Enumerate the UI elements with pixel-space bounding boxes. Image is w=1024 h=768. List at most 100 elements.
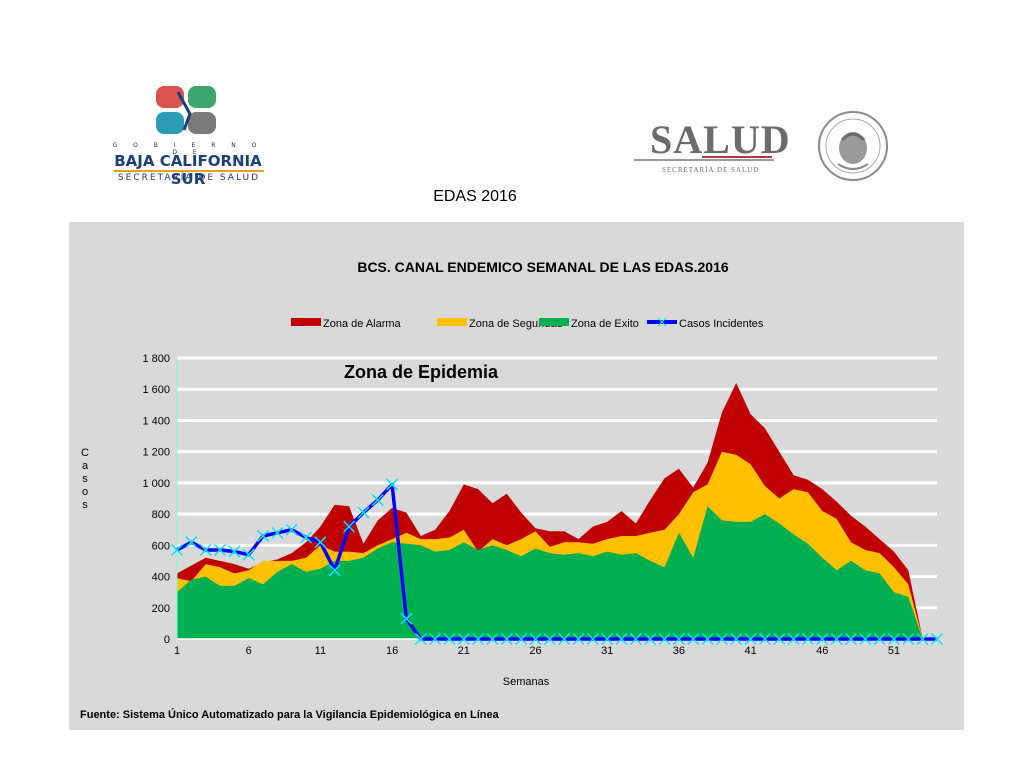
bcs-logo-subtitle: SECRETARÍA DE SALUD bbox=[114, 170, 264, 183]
marker-casos-incidentes bbox=[744, 632, 757, 646]
marker-casos-incidentes bbox=[500, 632, 513, 646]
y-tick-label: 1 000 bbox=[142, 478, 170, 490]
bcs-emblem-icon bbox=[156, 86, 216, 134]
x-axis-label: Semanas bbox=[503, 676, 550, 688]
salud-logo: SALUD SECRETARÍA DE SALUD bbox=[632, 104, 892, 194]
marker-casos-incidentes bbox=[615, 632, 628, 646]
marker-casos-incidentes bbox=[916, 632, 929, 646]
x-tick-label: 21 bbox=[458, 645, 470, 657]
marker-casos-incidentes bbox=[715, 632, 728, 646]
legend-label-3: Zona de Exito bbox=[571, 318, 639, 330]
salud-logo-rule bbox=[634, 159, 774, 161]
y-tick-label: 1 600 bbox=[142, 384, 170, 396]
bcs-government-logo: G O B I E R N O D E BAJA CALIFORNIA SUR … bbox=[108, 84, 268, 188]
marker-casos-incidentes bbox=[185, 536, 198, 549]
annotation-zona-epidemia: Zona de Epidemia bbox=[344, 362, 499, 382]
x-tick-label: 11 bbox=[315, 645, 326, 657]
marker-casos-incidentes bbox=[472, 632, 485, 646]
marker-casos-incidentes bbox=[213, 543, 227, 557]
x-tick-label: 36 bbox=[673, 645, 685, 657]
marker-casos-incidentes bbox=[830, 632, 843, 646]
mexico-seal-icon bbox=[818, 111, 888, 181]
area-zona-exito bbox=[177, 506, 937, 639]
marker-casos-incidentes bbox=[644, 632, 657, 646]
y-tick-label: 400 bbox=[152, 572, 170, 584]
marker-casos-incidentes bbox=[300, 531, 313, 544]
y-tick-label: 1 800 bbox=[142, 353, 170, 365]
x-tick-label: 26 bbox=[529, 645, 541, 657]
marker-casos-incidentes bbox=[787, 632, 800, 646]
marker-casos-incidentes bbox=[228, 545, 241, 558]
marker-casos-incidentes bbox=[844, 632, 857, 646]
y-tick-label: 600 bbox=[152, 540, 170, 552]
marker-casos-incidentes bbox=[816, 632, 829, 646]
marker-casos-incidentes bbox=[414, 632, 427, 646]
marker-casos-incidentes bbox=[242, 548, 255, 561]
y-tick-label: 0 bbox=[164, 634, 170, 646]
bcs-logo-name: BAJA CALIFORNIA SUR bbox=[114, 152, 262, 188]
marker-casos-incidentes bbox=[285, 523, 298, 536]
y-tick-label: 1 400 bbox=[142, 415, 170, 427]
edas-endemic-channel-chart: BCS. CANAL ENDEMICO SEMANAL DE LAS EDAS.… bbox=[81, 259, 944, 688]
x-tick-label: 31 bbox=[601, 645, 613, 657]
marker-casos-incidentes bbox=[328, 564, 341, 577]
x-tick-label: 51 bbox=[888, 645, 900, 657]
legend-label-1: Zona de Alarma bbox=[323, 318, 402, 330]
marker-casos-incidentes bbox=[902, 632, 915, 646]
marker-casos-incidentes bbox=[801, 632, 814, 646]
marker-casos-incidentes bbox=[586, 632, 599, 646]
legend-swatch-1 bbox=[291, 318, 321, 326]
x-tick-label: 6 bbox=[246, 645, 252, 657]
salud-logo-accent-rule bbox=[702, 156, 772, 158]
salud-logo-subtitle: SECRETARÍA DE SALUD bbox=[662, 166, 760, 174]
marker-casos-incidentes bbox=[543, 632, 556, 646]
legend-swatch-3 bbox=[539, 318, 569, 326]
x-tick-label: 46 bbox=[816, 645, 828, 657]
y-axis-label-letter: a bbox=[82, 460, 89, 472]
marker-casos-incidentes bbox=[257, 529, 270, 542]
chart-title: BCS. CANAL ENDEMICO SEMANAL DE LAS EDAS.… bbox=[357, 259, 729, 275]
marker-casos-incidentes bbox=[457, 632, 470, 646]
x-tick-label: 1 bbox=[174, 645, 180, 657]
legend-marker-casos bbox=[657, 317, 667, 327]
y-axis-label-letter: s bbox=[82, 499, 88, 511]
source-note: Fuente: Sistema Único Automatizado para … bbox=[80, 709, 499, 721]
marker-casos-incidentes bbox=[873, 632, 886, 646]
marker-casos-incidentes bbox=[314, 536, 327, 549]
chart-panel: BCS. CANAL ENDEMICO SEMANAL DE LAS EDAS.… bbox=[69, 222, 964, 730]
marker-casos-incidentes bbox=[529, 632, 542, 646]
x-tick-label: 41 bbox=[744, 645, 756, 657]
marker-casos-incidentes bbox=[170, 543, 184, 557]
marker-casos-incidentes bbox=[199, 543, 212, 557]
y-tick-label: 800 bbox=[152, 509, 170, 521]
bcs-logo-small-text: G O B I E R N O D E bbox=[112, 142, 264, 156]
marker-casos-incidentes bbox=[343, 520, 356, 533]
marker-casos-incidentes bbox=[558, 632, 571, 646]
legend-label-4: Casos Incidentes bbox=[679, 318, 764, 330]
marker-casos-incidentes bbox=[429, 632, 442, 646]
y-axis-label-letter: o bbox=[82, 486, 88, 498]
marker-casos-incidentes bbox=[486, 632, 499, 646]
y-tick-label: 1 200 bbox=[142, 447, 170, 459]
marker-casos-incidentes bbox=[672, 632, 685, 646]
marker-casos-incidentes bbox=[443, 632, 456, 646]
marker-casos-incidentes bbox=[572, 632, 585, 646]
marker-casos-incidentes bbox=[687, 632, 700, 646]
page-title: EDAS 2016 bbox=[433, 188, 517, 205]
marker-casos-incidentes bbox=[601, 632, 614, 646]
marker-casos-incidentes bbox=[515, 632, 528, 646]
marker-casos-incidentes bbox=[887, 632, 901, 646]
marker-casos-incidentes bbox=[386, 478, 399, 491]
x-tick-label: 16 bbox=[386, 645, 398, 657]
y-axis-label-letter: s bbox=[82, 473, 88, 485]
marker-casos-incidentes bbox=[371, 494, 384, 507]
marker-casos-incidentes bbox=[730, 632, 743, 646]
marker-casos-incidentes bbox=[658, 632, 671, 646]
y-axis-label-letter: C bbox=[81, 447, 89, 459]
marker-casos-incidentes bbox=[859, 632, 872, 646]
marker-casos-incidentes bbox=[930, 632, 944, 646]
marker-casos-incidentes bbox=[701, 632, 714, 646]
marker-casos-incidentes bbox=[271, 526, 284, 539]
marker-casos-incidentes bbox=[773, 632, 786, 646]
marker-casos-incidentes bbox=[400, 612, 413, 625]
